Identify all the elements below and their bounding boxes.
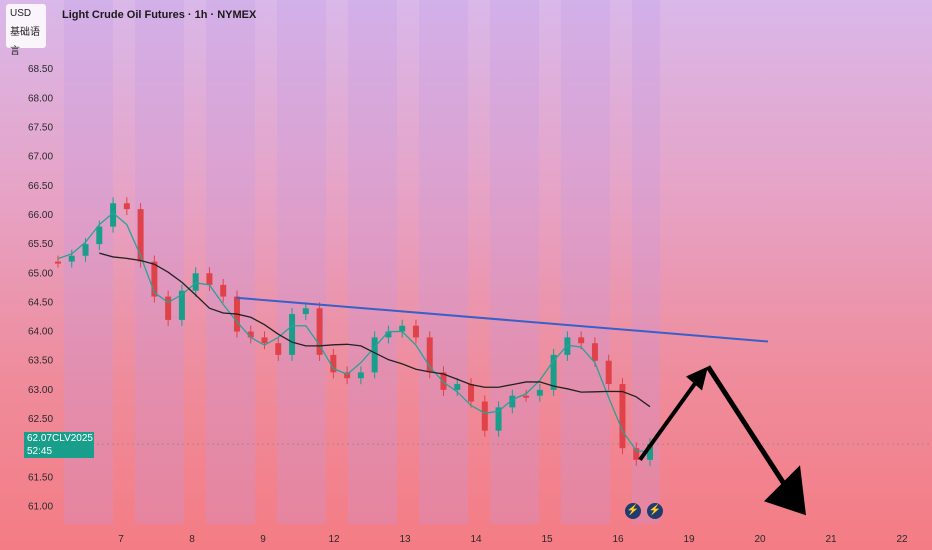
- candle-body: [261, 337, 268, 344]
- candle-body: [82, 244, 89, 256]
- lightning-icon[interactable]: ⚡: [625, 503, 641, 519]
- y-tick-label: 66.00: [28, 210, 53, 221]
- x-tick-label: 21: [825, 534, 837, 545]
- session-band: [348, 0, 397, 524]
- session-band: [277, 0, 326, 524]
- candle-body: [330, 354, 337, 373]
- candle-body: [412, 325, 419, 338]
- currency-selector[interactable]: USD 基础语言: [6, 4, 46, 57]
- candle-body: [468, 384, 475, 402]
- projection-arrow-up[interactable]: [638, 375, 702, 462]
- candle-body: [165, 296, 172, 320]
- y-tick-label: 66.50: [28, 181, 53, 192]
- y-tick-label: 61.50: [28, 472, 53, 483]
- x-tick-label: 22: [896, 534, 908, 545]
- resistance-trendline[interactable]: [235, 296, 769, 343]
- candle-body: [275, 343, 282, 355]
- x-tick-label: 15: [541, 534, 553, 545]
- projection-arrow-down[interactable]: [705, 365, 797, 501]
- y-tick-label: 67.00: [28, 152, 53, 163]
- candle-body: [454, 384, 461, 390]
- current-price-label: 62.07 CLV2025 52:45: [24, 432, 94, 458]
- candle-body: [137, 209, 144, 262]
- candle-body: [220, 284, 227, 297]
- candle-body: [509, 395, 516, 408]
- y-tick-label: 65.00: [28, 268, 53, 279]
- session-band: [206, 0, 255, 524]
- language-label: 基础语言: [10, 27, 40, 57]
- x-tick-label: 13: [399, 534, 411, 545]
- candle-body: [247, 331, 254, 338]
- candle-body: [399, 325, 406, 332]
- candle-body: [536, 389, 543, 396]
- arrowhead-down: [764, 465, 806, 516]
- chart-title: Light Crude Oil Futures · 1h · NYMEX: [62, 9, 257, 21]
- candle-body: [302, 308, 309, 315]
- arrowhead-up: [686, 366, 708, 391]
- y-tick-label: 68.50: [28, 64, 53, 75]
- y-tick-label: 64.00: [28, 327, 53, 338]
- candle-body: [151, 261, 158, 297]
- y-tick-label: 63.00: [28, 385, 53, 396]
- candle-body: [96, 226, 103, 245]
- candle-body: [481, 401, 488, 431]
- candle-body: [523, 395, 530, 398]
- candle-body: [289, 314, 296, 355]
- candle-body: [591, 343, 598, 361]
- bar-countdown: 52:45: [27, 446, 53, 457]
- y-tick-label: 65.50: [28, 239, 53, 250]
- candle-body: [192, 273, 199, 291]
- candle-body: [578, 337, 585, 344]
- candle-body: [385, 331, 392, 338]
- candle-body: [550, 354, 557, 390]
- current-price: 62.07: [27, 433, 53, 444]
- candle-body: [605, 360, 612, 385]
- candle-body: [344, 372, 351, 379]
- candle-body: [178, 290, 185, 320]
- candle-body: [426, 337, 433, 373]
- y-tick-label: 68.00: [28, 93, 53, 104]
- long-moving-average: [99, 252, 651, 408]
- x-tick-label: 20: [754, 534, 766, 545]
- candle-body: [371, 337, 378, 373]
- candle-body: [123, 203, 130, 210]
- x-tick-label: 8: [189, 534, 195, 545]
- symbol: CLV2025: [52, 433, 93, 444]
- candle-body: [206, 273, 213, 285]
- candle-body: [633, 448, 640, 460]
- candle-body: [68, 255, 75, 262]
- x-tick-label: 19: [683, 534, 695, 545]
- lightning-icon[interactable]: ⚡: [647, 503, 663, 519]
- y-tick-label: 61.00: [28, 502, 53, 513]
- candle-body: [110, 203, 117, 227]
- y-tick-label: 67.50: [28, 122, 53, 133]
- candle-body: [55, 261, 61, 264]
- candle-body: [619, 384, 626, 449]
- candle-body: [357, 372, 364, 379]
- session-band: [419, 0, 468, 524]
- candle-body: [316, 308, 323, 355]
- y-tick-label: 64.50: [28, 297, 53, 308]
- x-tick-label: 14: [470, 534, 482, 545]
- x-tick-label: 16: [612, 534, 624, 545]
- y-tick-label: 62.50: [28, 414, 53, 425]
- y-tick-label: 63.50: [28, 356, 53, 367]
- x-tick-label: 12: [328, 534, 340, 545]
- x-tick-label: 9: [260, 534, 266, 545]
- short-moving-average: [57, 212, 651, 453]
- x-tick-label: 7: [118, 534, 124, 545]
- session-band: [561, 0, 610, 524]
- candle-body: [495, 407, 502, 431]
- session-band: [490, 0, 539, 524]
- currency-label: USD: [10, 8, 32, 19]
